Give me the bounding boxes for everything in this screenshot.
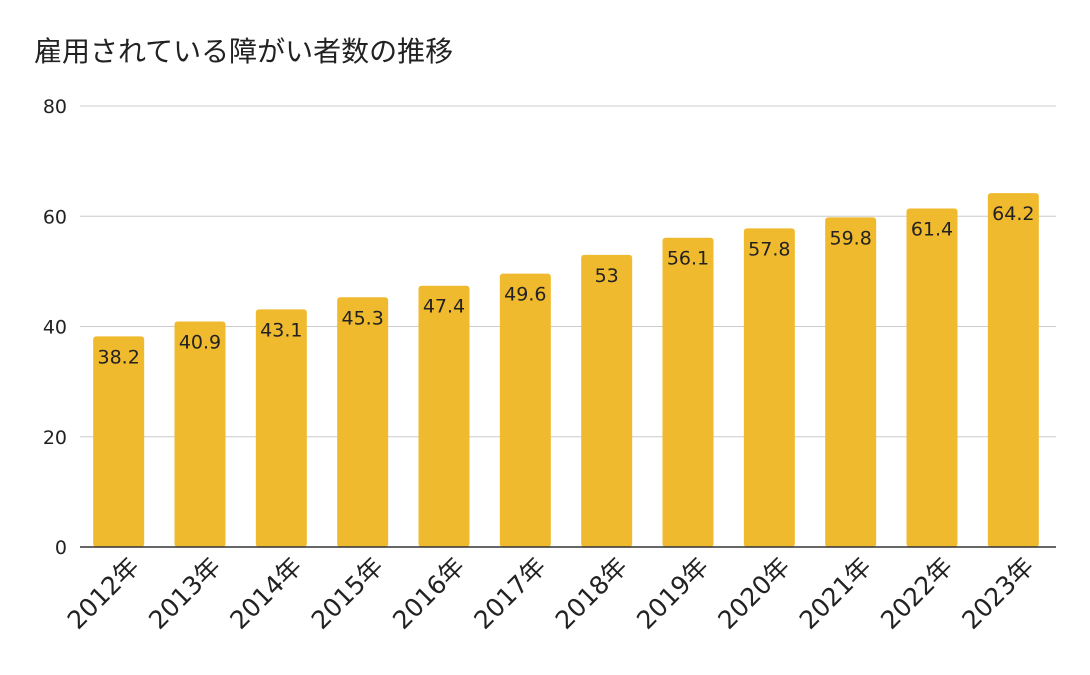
data-label: 59.8 xyxy=(830,227,872,249)
data-label: 40.9 xyxy=(179,332,221,354)
bar xyxy=(743,228,795,547)
bar xyxy=(662,237,714,547)
x-tick-label: 2023年 xyxy=(956,552,1039,635)
bar xyxy=(825,217,877,548)
y-tick-label: 20 xyxy=(43,427,67,449)
x-tick-label: 2018年 xyxy=(550,552,633,635)
x-tick-label: 2020年 xyxy=(712,552,795,635)
bar xyxy=(174,321,226,547)
bar xyxy=(499,273,551,547)
x-tick-label: 2021年 xyxy=(794,552,877,635)
data-label: 61.4 xyxy=(911,219,953,241)
y-tick-label: 60 xyxy=(43,206,67,228)
y-tick-label: 80 xyxy=(43,96,67,118)
data-label: 47.4 xyxy=(423,296,465,318)
data-label: 43.1 xyxy=(260,319,302,341)
bar xyxy=(337,297,389,547)
x-tick-label: 2015年 xyxy=(306,552,389,635)
y-tick-label: 0 xyxy=(55,537,67,559)
chart-title: 雇用されている障がい者数の推移 xyxy=(34,35,454,68)
data-label: 49.6 xyxy=(504,284,546,306)
data-label: 53 xyxy=(595,265,619,287)
data-label: 38.2 xyxy=(98,346,140,368)
x-tick-label: 2013年 xyxy=(143,552,226,635)
data-label: 57.8 xyxy=(748,238,790,260)
bar xyxy=(581,254,633,547)
x-tick-label: 2016年 xyxy=(387,552,470,635)
bar xyxy=(906,208,958,547)
x-tick-label: 2014年 xyxy=(224,552,307,635)
bar xyxy=(255,309,307,547)
data-label: 56.1 xyxy=(667,248,709,270)
y-tick-label: 40 xyxy=(43,317,67,339)
x-tick-label: 2017年 xyxy=(468,552,551,635)
bar xyxy=(93,336,145,547)
data-label: 64.2 xyxy=(992,203,1034,225)
x-tick-label: 2022年 xyxy=(875,552,958,635)
bar xyxy=(987,193,1039,547)
x-tick-label: 2012年 xyxy=(62,552,145,635)
x-tick-label: 2019年 xyxy=(631,552,714,635)
data-label: 45.3 xyxy=(342,307,384,329)
bar xyxy=(418,285,470,547)
